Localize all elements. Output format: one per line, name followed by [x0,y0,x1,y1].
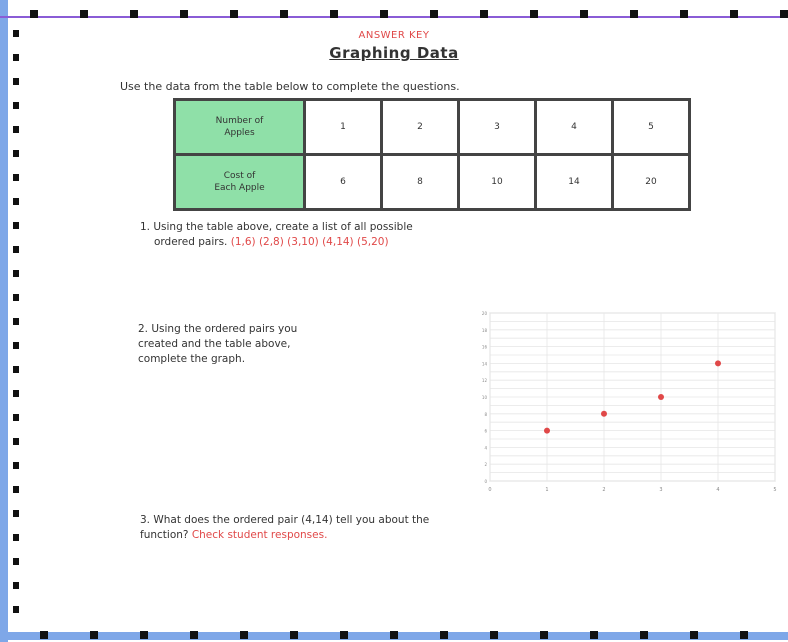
y-tick-label: 4 [484,445,487,450]
data-point [658,394,664,400]
data-point [601,410,607,417]
table-cell: 4 [534,98,614,156]
x-tick-label: 4 [716,487,719,493]
table-cell: 8 [380,153,460,211]
y-tick-label: 10 [482,395,488,400]
table-cell: 14 [534,153,614,211]
y-tick-label: 18 [482,328,488,333]
row-header: Number of Apples [173,98,306,156]
y-tick-label: 16 [482,345,488,350]
x-tick-label: 1 [545,487,548,493]
table-cell: 6 [303,153,383,211]
bottom-border [0,631,788,640]
table-cell: 1 [303,98,383,156]
table-cell: 20 [611,153,691,211]
answer-key-label: ANSWER KEY [358,30,430,41]
data-point [544,427,550,434]
question-2: 2. Using the ordered pairs you created a… [138,323,298,365]
question-1-answer: (1,6) (2,8) (3,10) (4,14) (5,20) [230,236,389,248]
bottom-border-dots [40,631,748,639]
left-border-dots [13,30,19,613]
x-tick-label: 5 [773,487,776,493]
instructions: Use the data from the table below to com… [120,80,460,93]
table-row: Number of Apples 1 2 3 4 5 [173,98,691,156]
table-cell: 2 [380,98,460,156]
top-border [0,10,788,18]
y-tick-label: 20 [482,311,488,316]
page-title: Graphing Data [329,44,459,62]
data-point [715,360,721,367]
question-3: 3. What does the ordered pair (4,14) tel… [140,514,430,541]
question-1: 1. Using the table above, create a list … [140,221,413,248]
x-tick-label: 0 [488,487,491,493]
y-tick-label: 14 [482,361,488,366]
y-tick-label: 8 [484,412,487,417]
table-cell: 5 [611,98,691,156]
question-3-answer: Check student responses. [191,529,328,541]
x-tick-label: 2 [602,487,605,493]
left-border [0,0,19,642]
table-cell: 3 [457,98,537,156]
row-header: Cost of Each Apple [173,153,306,211]
y-tick-label: 6 [484,429,487,434]
data-table: Number of Apples 1 2 3 4 5 Cost of Each Ap… [173,98,691,211]
y-tick-label: 12 [482,378,488,383]
table-row: Cost of Each Apple 6 8 10 14 20 [173,153,691,211]
x-tick-label: 3 [659,487,662,493]
top-border-dots [30,10,788,18]
y-tick-label: 0 [484,479,487,484]
table-cell: 10 [457,153,537,211]
y-tick-label: 2 [484,462,487,467]
